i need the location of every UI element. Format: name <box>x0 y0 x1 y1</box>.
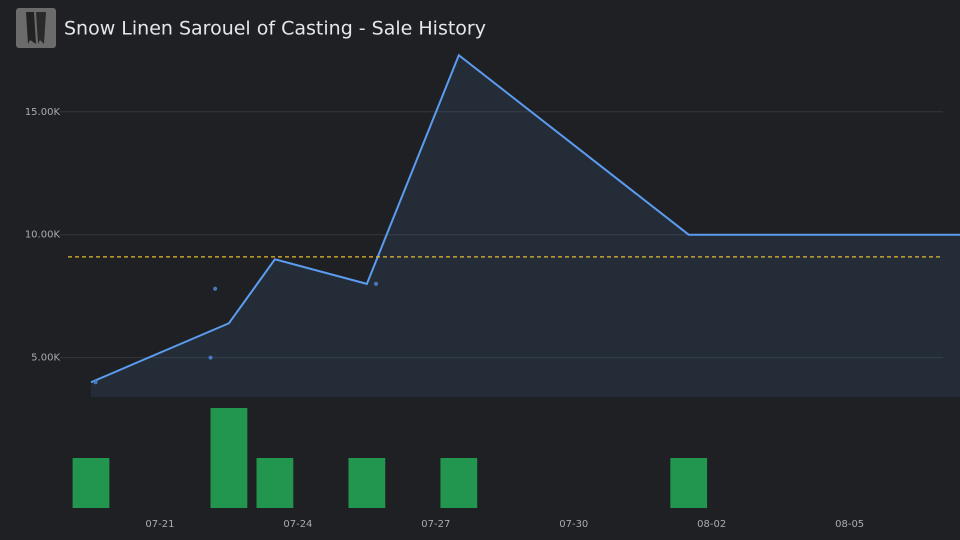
y-tick-label: 5.00K <box>31 353 60 364</box>
x-tick-label: 08-05 <box>835 519 864 530</box>
x-tick-label: 07-27 <box>421 519 450 530</box>
area <box>90 55 960 397</box>
volume-bar <box>210 408 248 508</box>
sale-point <box>374 281 379 286</box>
volume-bar <box>256 458 294 508</box>
y-tick-label: 10.00K <box>25 230 61 241</box>
sale-point <box>208 355 213 360</box>
x-tick-label: 07-30 <box>559 519 588 530</box>
chart-title: Snow Linen Sarouel of Casting - Sale His… <box>64 18 486 40</box>
volume-bar <box>670 458 708 508</box>
volume-bar <box>440 458 478 508</box>
item-icon <box>16 8 56 48</box>
x-tick-label: 08-02 <box>697 519 726 530</box>
x-tick-label: 07-21 <box>145 519 174 530</box>
volume-bar <box>348 458 386 508</box>
y-tick-label: 15.00K <box>25 107 61 118</box>
sale-point <box>93 380 98 385</box>
sale-point <box>213 286 218 291</box>
x-tick-label: 07-24 <box>283 519 312 530</box>
price-line <box>90 53 960 384</box>
volume-bar <box>72 458 110 508</box>
